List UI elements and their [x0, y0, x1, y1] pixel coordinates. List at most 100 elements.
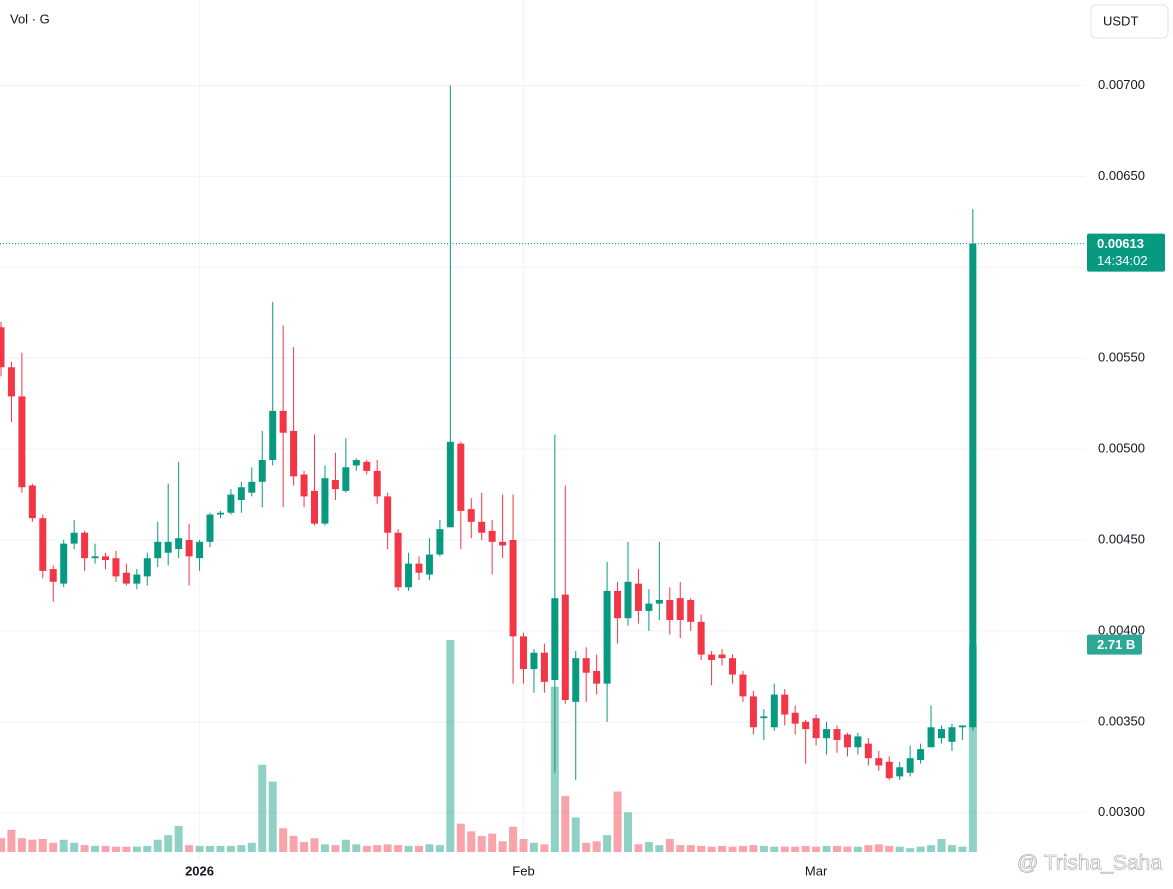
volume-bar — [759, 845, 768, 852]
candle-body — [948, 727, 956, 742]
candle-body — [60, 543, 68, 584]
volume-bar — [864, 845, 873, 852]
candle-body — [28, 485, 36, 519]
candle-body — [645, 603, 653, 611]
volume-bar — [571, 817, 580, 852]
candle-body — [749, 696, 757, 728]
candle-body — [729, 658, 736, 675]
candle-body — [269, 410, 277, 460]
volume-bar — [519, 838, 528, 852]
candle-body — [572, 658, 580, 702]
candle-body — [331, 480, 339, 490]
y-tick-label: 0.00300 — [1098, 804, 1145, 819]
y-tick-label: 0.00650 — [1098, 168, 1145, 183]
candle-body — [540, 652, 548, 682]
volume-bar — [216, 845, 225, 852]
volume-bar — [153, 839, 162, 852]
x-tick-label: Mar — [805, 863, 828, 878]
candle-body — [760, 716, 768, 719]
volume-bar — [561, 796, 570, 852]
watermark: @ Trisha_Saha — [1017, 852, 1162, 875]
candle-body — [593, 670, 601, 684]
candle-body — [551, 598, 559, 680]
currency-button[interactable] — [1090, 4, 1169, 39]
candle-body — [164, 541, 172, 553]
volume-bar — [686, 845, 695, 852]
candle-body — [7, 367, 15, 397]
candle-body — [781, 694, 789, 715]
volume-bar — [874, 844, 883, 852]
volume-bar — [770, 846, 779, 852]
candle-body — [279, 410, 287, 433]
grid — [0, 0, 1085, 860]
candle-body — [342, 467, 350, 491]
y-tick-label: 0.00400 — [1098, 622, 1145, 637]
volume-bar — [582, 842, 591, 852]
volume-bar — [592, 841, 601, 852]
volume-bar — [853, 846, 862, 852]
volume-bar — [122, 846, 131, 852]
volume-bar — [456, 823, 465, 852]
volume-bar — [247, 842, 256, 852]
candle-body — [290, 430, 298, 477]
volume-bar — [927, 845, 936, 852]
candle-body — [436, 529, 444, 555]
candle-body — [812, 718, 820, 739]
candle-body — [321, 478, 329, 524]
candle-body — [216, 512, 224, 515]
currency-label[interactable]: USDT — [1103, 13, 1138, 28]
volume-bar — [300, 842, 309, 852]
volume-bar — [310, 838, 319, 852]
volume-bar — [697, 845, 706, 852]
candle-body — [49, 569, 57, 582]
volume-bar — [509, 826, 518, 852]
volume-bar — [132, 846, 141, 852]
volume-bar — [968, 644, 977, 852]
volume-bar — [91, 845, 100, 852]
candle-body — [520, 636, 527, 670]
volume-bar — [718, 845, 727, 852]
volume-bar — [488, 833, 497, 852]
volume-bar — [394, 845, 403, 852]
candle-body — [885, 761, 893, 779]
candle-body — [206, 514, 214, 542]
volume-bar — [498, 841, 507, 852]
volume-bar — [59, 839, 68, 852]
candle-body — [143, 558, 151, 577]
candle-body — [509, 540, 517, 637]
x-tick-label: 2026 — [185, 863, 214, 878]
candle-body — [415, 563, 423, 573]
volume-bar — [603, 835, 612, 852]
candle-body — [896, 767, 904, 777]
candle-body — [175, 538, 183, 550]
volume-bar — [185, 845, 194, 852]
candle-body — [154, 541, 162, 559]
y-tick-label: 0.00500 — [1098, 441, 1145, 456]
volume-bar — [738, 845, 747, 852]
volume-bar — [885, 845, 894, 852]
volume-bar — [477, 835, 486, 852]
volume-bar — [373, 845, 382, 852]
volume-label: 2.71 B — [1097, 637, 1135, 652]
candle-body — [843, 734, 851, 748]
volume-bar — [822, 845, 831, 852]
volume-bar — [352, 844, 361, 852]
y-tick-label: 0.00550 — [1098, 350, 1145, 365]
candle-body — [958, 725, 966, 728]
volume-bar — [467, 831, 476, 852]
volume-bar — [812, 846, 821, 852]
volume-bar — [320, 844, 329, 852]
volume-bar — [540, 844, 549, 852]
candle-body — [122, 572, 130, 584]
candle-body — [405, 563, 413, 588]
candle-body — [530, 652, 538, 670]
volume-bar — [258, 764, 267, 852]
candle-body — [603, 590, 611, 684]
volume-bar — [749, 845, 758, 852]
candle-body — [488, 530, 496, 542]
volume-bar — [676, 845, 685, 852]
candle-body — [227, 494, 235, 513]
volume-bar — [331, 845, 340, 852]
candle-body — [91, 556, 99, 559]
